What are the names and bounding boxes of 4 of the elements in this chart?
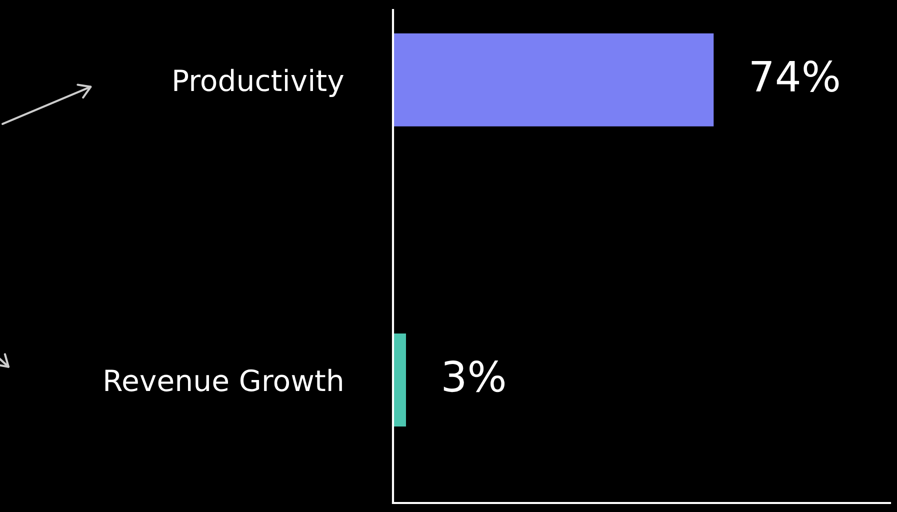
y-tick-label: Productivity bbox=[174, 68, 344, 98]
data-label: 3% bbox=[444, 360, 505, 392]
y-tick-label: Revenue Growth bbox=[105, 368, 342, 392]
data-label: 74% bbox=[752, 60, 839, 92]
